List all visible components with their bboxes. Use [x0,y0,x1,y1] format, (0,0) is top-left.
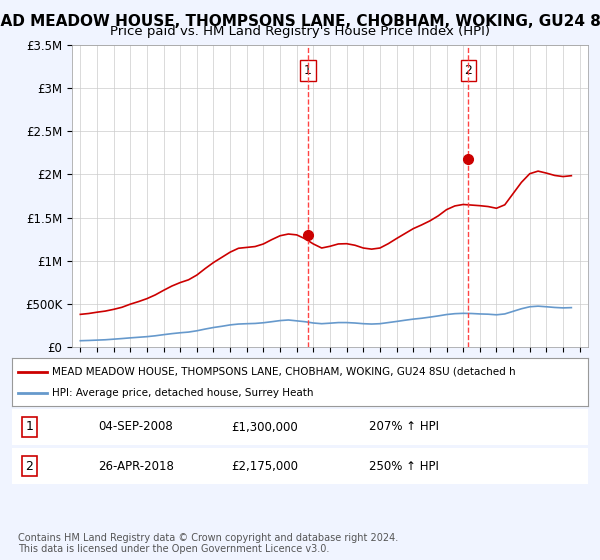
Text: 2: 2 [464,64,472,77]
Text: 26-APR-2018: 26-APR-2018 [98,460,174,473]
Text: 2: 2 [25,460,33,473]
Text: HPI: Average price, detached house, Surrey Heath: HPI: Average price, detached house, Surr… [52,388,314,398]
Text: £1,300,000: £1,300,000 [231,421,298,433]
Text: £2,175,000: £2,175,000 [231,460,298,473]
Text: 250% ↑ HPI: 250% ↑ HPI [369,460,439,473]
Text: 04-SEP-2008: 04-SEP-2008 [98,421,173,433]
Text: 207% ↑ HPI: 207% ↑ HPI [369,421,439,433]
Text: MEAD MEADOW HOUSE, THOMPSONS LANE, CHOBHAM, WOKING, GU24 8SU: MEAD MEADOW HOUSE, THOMPSONS LANE, CHOBH… [0,14,600,29]
Text: 1: 1 [304,64,312,77]
Text: MEAD MEADOW HOUSE, THOMPSONS LANE, CHOBHAM, WOKING, GU24 8SU (detached h: MEAD MEADOW HOUSE, THOMPSONS LANE, CHOBH… [52,367,516,377]
Text: Contains HM Land Registry data © Crown copyright and database right 2024.
This d: Contains HM Land Registry data © Crown c… [18,533,398,554]
Text: Price paid vs. HM Land Registry's House Price Index (HPI): Price paid vs. HM Land Registry's House … [110,25,490,38]
Text: 1: 1 [25,421,33,433]
